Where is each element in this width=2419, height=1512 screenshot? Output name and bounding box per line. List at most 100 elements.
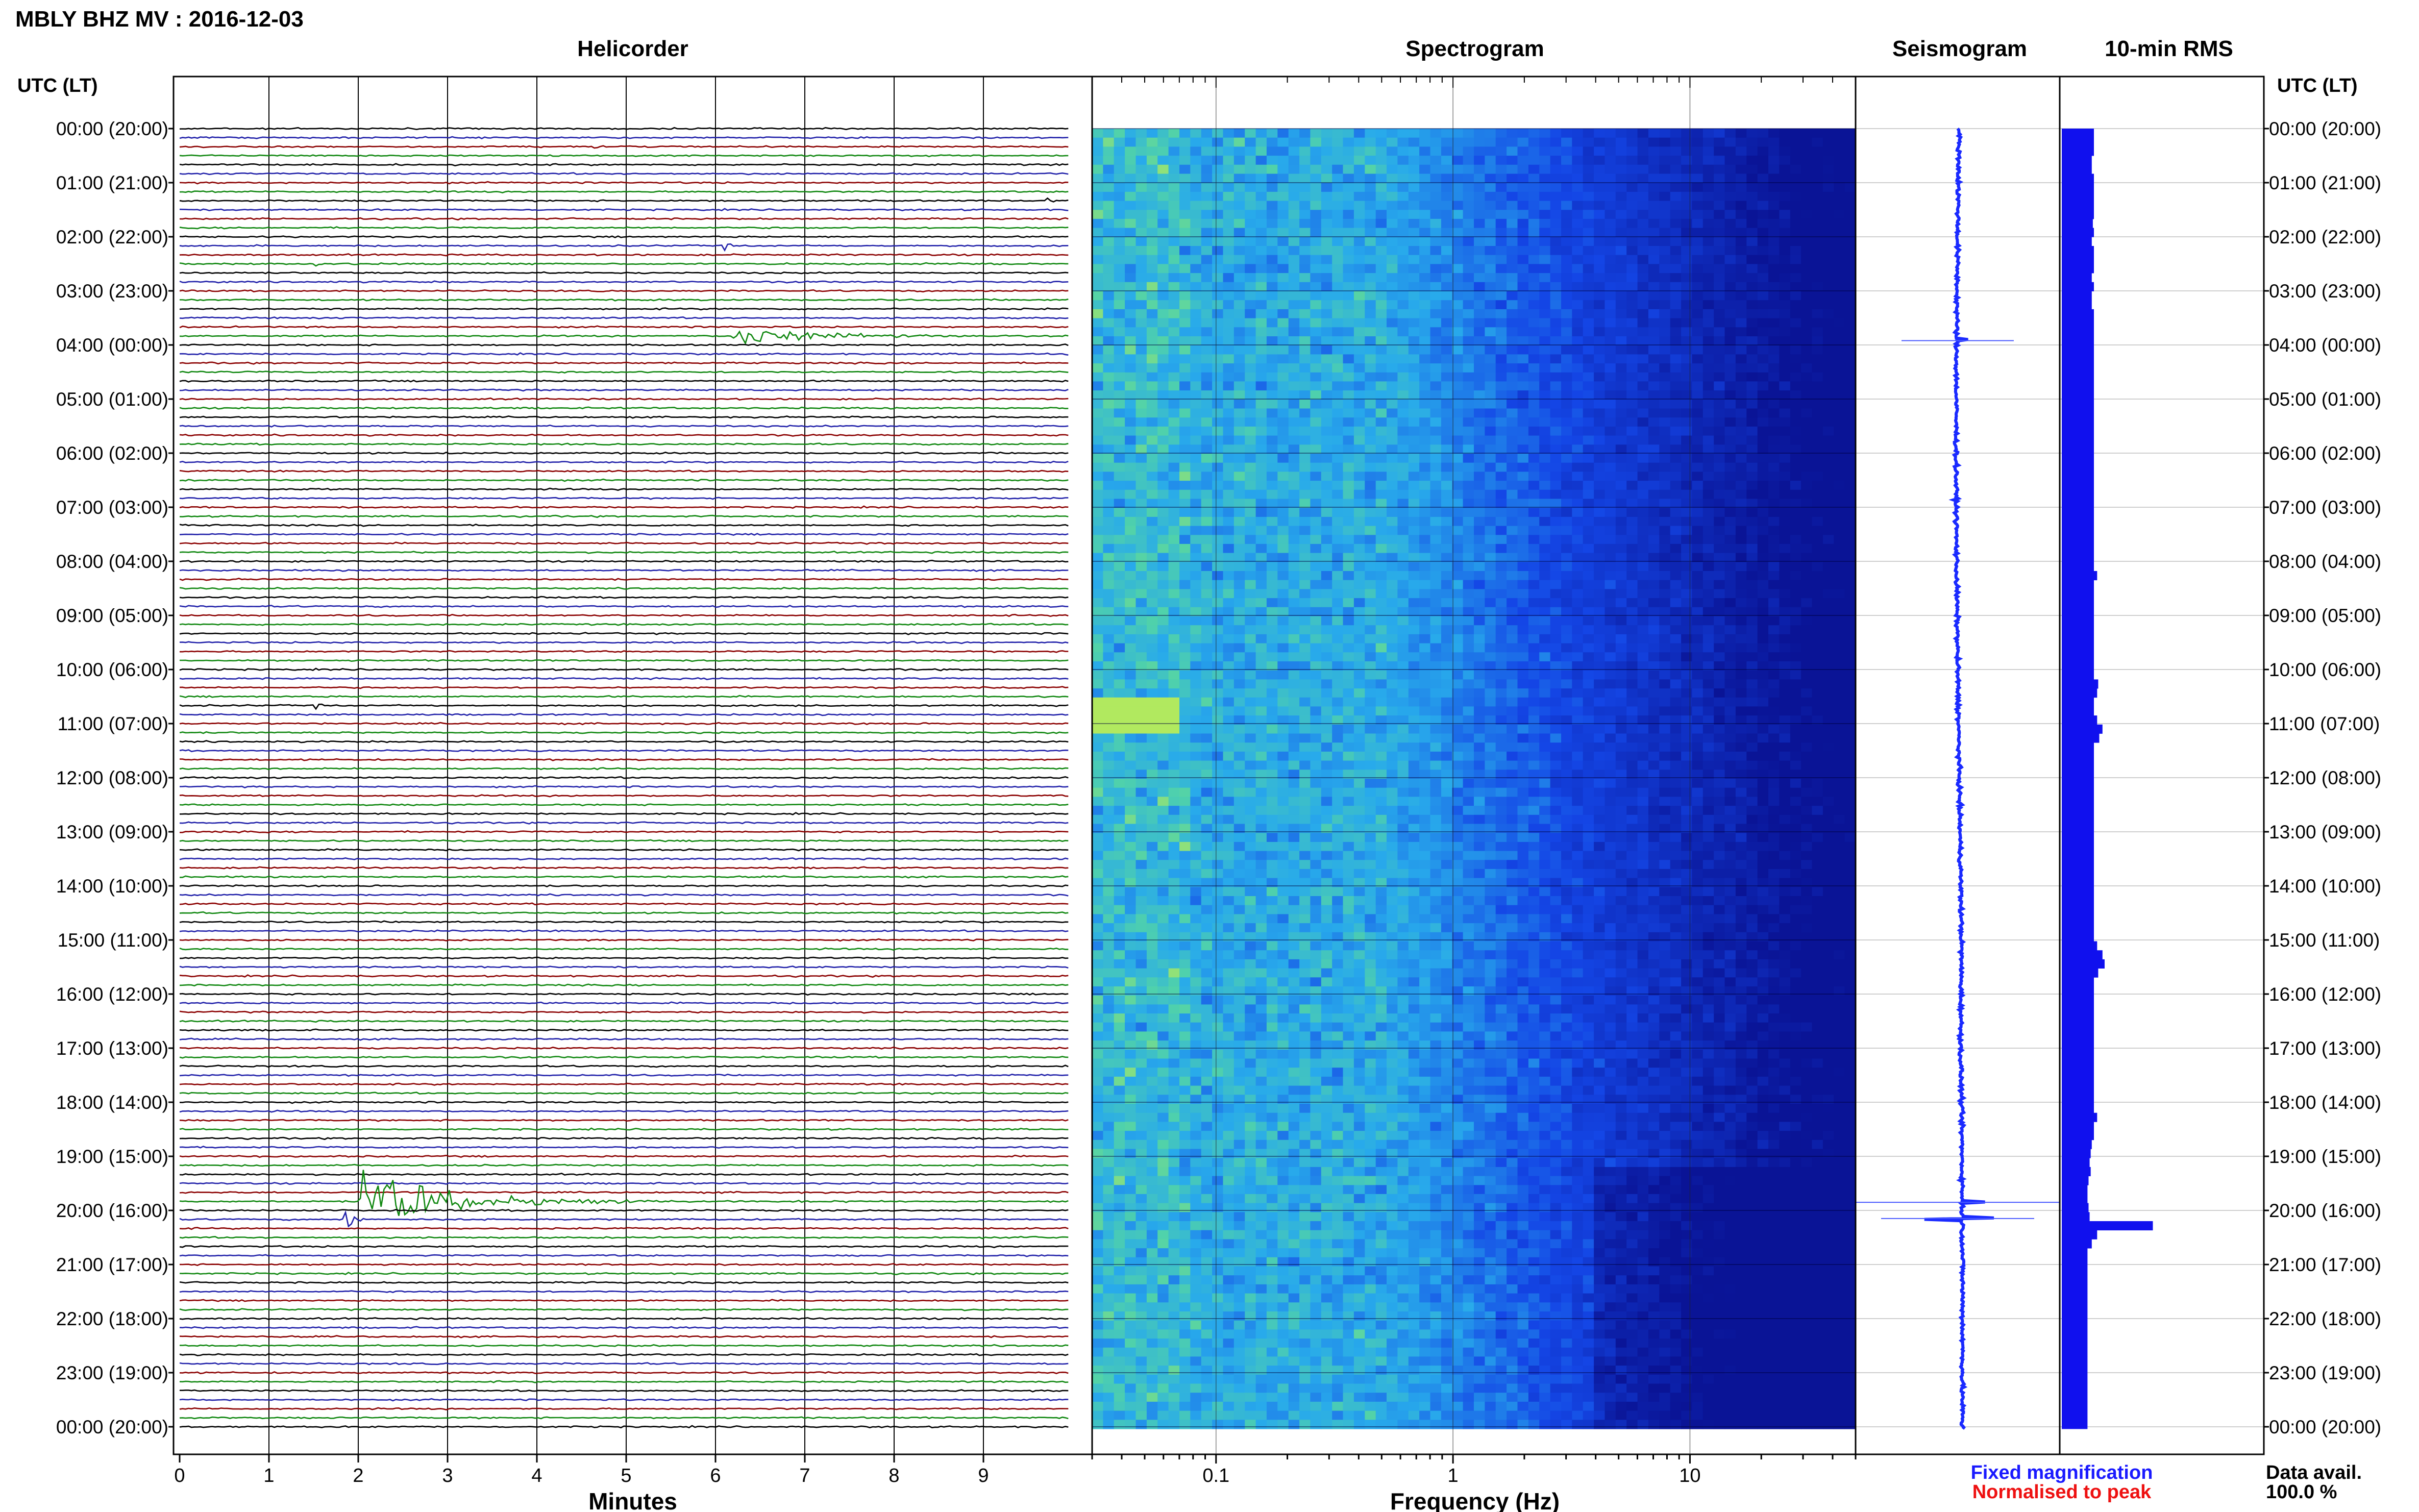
spectrogram-cell <box>1779 354 1791 364</box>
spectrogram-cell <box>1768 580 1780 589</box>
spectrogram-cell <box>1299 770 1311 779</box>
spectrogram-cell <box>1626 282 1638 292</box>
spectrogram-cell <box>1594 706 1606 716</box>
spectrogram-cell <box>1353 228 1365 237</box>
spectrogram-cell <box>1233 300 1245 310</box>
spectrogram-cell <box>1321 309 1332 319</box>
spectrogram-cell <box>1572 516 1584 527</box>
spectrogram-cell <box>1125 354 1137 364</box>
spectrogram-cell <box>1245 173 1256 183</box>
spectrogram-cell <box>1626 733 1638 743</box>
spectrogram-cell <box>1485 634 1496 644</box>
spectrogram-cell <box>1790 327 1801 337</box>
spectrogram-cell <box>1517 444 1529 454</box>
spectrogram-cell <box>1103 426 1115 436</box>
spectrogram-cell <box>1419 562 1431 572</box>
spectrogram-cell <box>1146 156 1158 165</box>
spectrogram-cell <box>1550 372 1562 382</box>
spectrogram-cell <box>1419 173 1431 183</box>
spectrogram-cell <box>1594 562 1606 572</box>
spectrogram-cell <box>1550 543 1562 554</box>
spectrogram-cell <box>1157 255 1169 264</box>
spectrogram-cell <box>1452 156 1464 165</box>
spectrogram-cell <box>1321 408 1332 418</box>
spectrogram-cell <box>1485 543 1496 554</box>
spectrogram-cell <box>1157 146 1169 156</box>
spectrogram-cell <box>1539 129 1551 138</box>
spectrogram-cell <box>1572 571 1584 581</box>
spectrogram-cell <box>1714 553 1725 562</box>
spectrogram-cell <box>1517 137 1529 147</box>
spectrogram-cell <box>1648 408 1660 418</box>
spectrogram-cell <box>1452 282 1464 292</box>
spectrogram-cell <box>1387 237 1398 246</box>
spectrogram-cell <box>1125 363 1137 373</box>
spectrogram-cell <box>1299 661 1311 671</box>
spectrogram-cell <box>1790 580 1801 589</box>
spectrogram-cell <box>1539 345 1551 355</box>
spectrogram-cell <box>1201 300 1213 310</box>
spectrogram-cell <box>1408 543 1420 554</box>
spectrogram-cell <box>1136 228 1147 237</box>
spectrogram-cell <box>1299 616 1311 626</box>
spectrogram-cell <box>1190 571 1202 581</box>
spectrogram-cell <box>1735 462 1747 472</box>
spectrogram-cell <box>1266 643 1278 653</box>
spectrogram-cell <box>1245 183 1256 192</box>
spectrogram-cell <box>1397 137 1409 147</box>
spectrogram-cell <box>1550 679 1562 689</box>
spectrogram-cell <box>1746 408 1758 418</box>
spectrogram-cell <box>1321 218 1332 229</box>
spectrogram-cell <box>1310 652 1322 662</box>
spectrogram-cell <box>1779 408 1791 418</box>
spectrogram-cell <box>1702 336 1714 346</box>
utc-lt-label-left: UTC (LT) <box>17 75 98 96</box>
spectrogram-cell <box>1757 156 1769 165</box>
spectrogram-cell <box>1768 516 1780 527</box>
spectrogram-cell <box>1605 246 1616 256</box>
spectrogram-cell <box>1474 580 1485 589</box>
spectrogram-cell <box>1103 137 1115 147</box>
spectrogram-cell <box>1419 417 1431 427</box>
spectrogram-cell <box>1822 417 1834 427</box>
spectrogram-cell <box>1757 264 1769 274</box>
spectrogram-cell <box>1092 381 1103 391</box>
spectrogram-cell <box>1812 300 1823 310</box>
spectrogram-cell <box>1266 408 1278 418</box>
spectrogram-cell <box>1365 399 1376 409</box>
spectrogram-cell <box>1474 228 1485 237</box>
spectrogram-cell <box>1430 535 1442 544</box>
spectrogram-cell <box>1812 742 1823 752</box>
spectrogram-cell <box>1233 706 1245 716</box>
spectrogram-cell <box>1692 228 1704 237</box>
spectrogram-cell <box>1092 137 1103 147</box>
spectrogram-cell <box>1735 137 1747 147</box>
spectrogram-cell <box>1583 255 1594 264</box>
spectrogram-cell <box>1790 318 1801 328</box>
spectrogram-cell <box>1714 273 1725 283</box>
spectrogram-cell <box>1092 516 1103 527</box>
spectrogram-cell <box>1092 164 1103 175</box>
spectrogram-cell <box>1092 183 1103 192</box>
spectrogram-cell <box>1332 661 1344 671</box>
spectrogram-cell <box>1561 318 1572 328</box>
spectrogram-cell <box>1812 399 1823 409</box>
spectrogram-cell <box>1834 670 1845 680</box>
spectrogram-cell <box>1594 363 1606 373</box>
spectrogram-cell <box>1779 688 1791 698</box>
spectrogram-cell <box>1266 489 1278 500</box>
spectrogram-cell <box>1681 228 1693 237</box>
spectrogram-cell <box>1594 318 1606 328</box>
spectrogram-cell <box>1223 255 1235 264</box>
spectrogram-cell <box>1114 210 1125 219</box>
spectrogram-cell <box>1114 156 1125 165</box>
spectrogram-cell <box>1822 526 1834 535</box>
spectrogram-cell <box>1572 553 1584 562</box>
spectrogram-cell <box>1746 598 1758 608</box>
spectrogram-cell <box>1441 156 1452 165</box>
spectrogram-cell <box>1310 742 1322 752</box>
spectrogram-cell <box>1724 345 1736 355</box>
spectrogram-heatmap <box>1092 78 1856 1429</box>
spectrogram-cell <box>1190 191 1202 202</box>
spectrogram-cell <box>1255 670 1267 680</box>
